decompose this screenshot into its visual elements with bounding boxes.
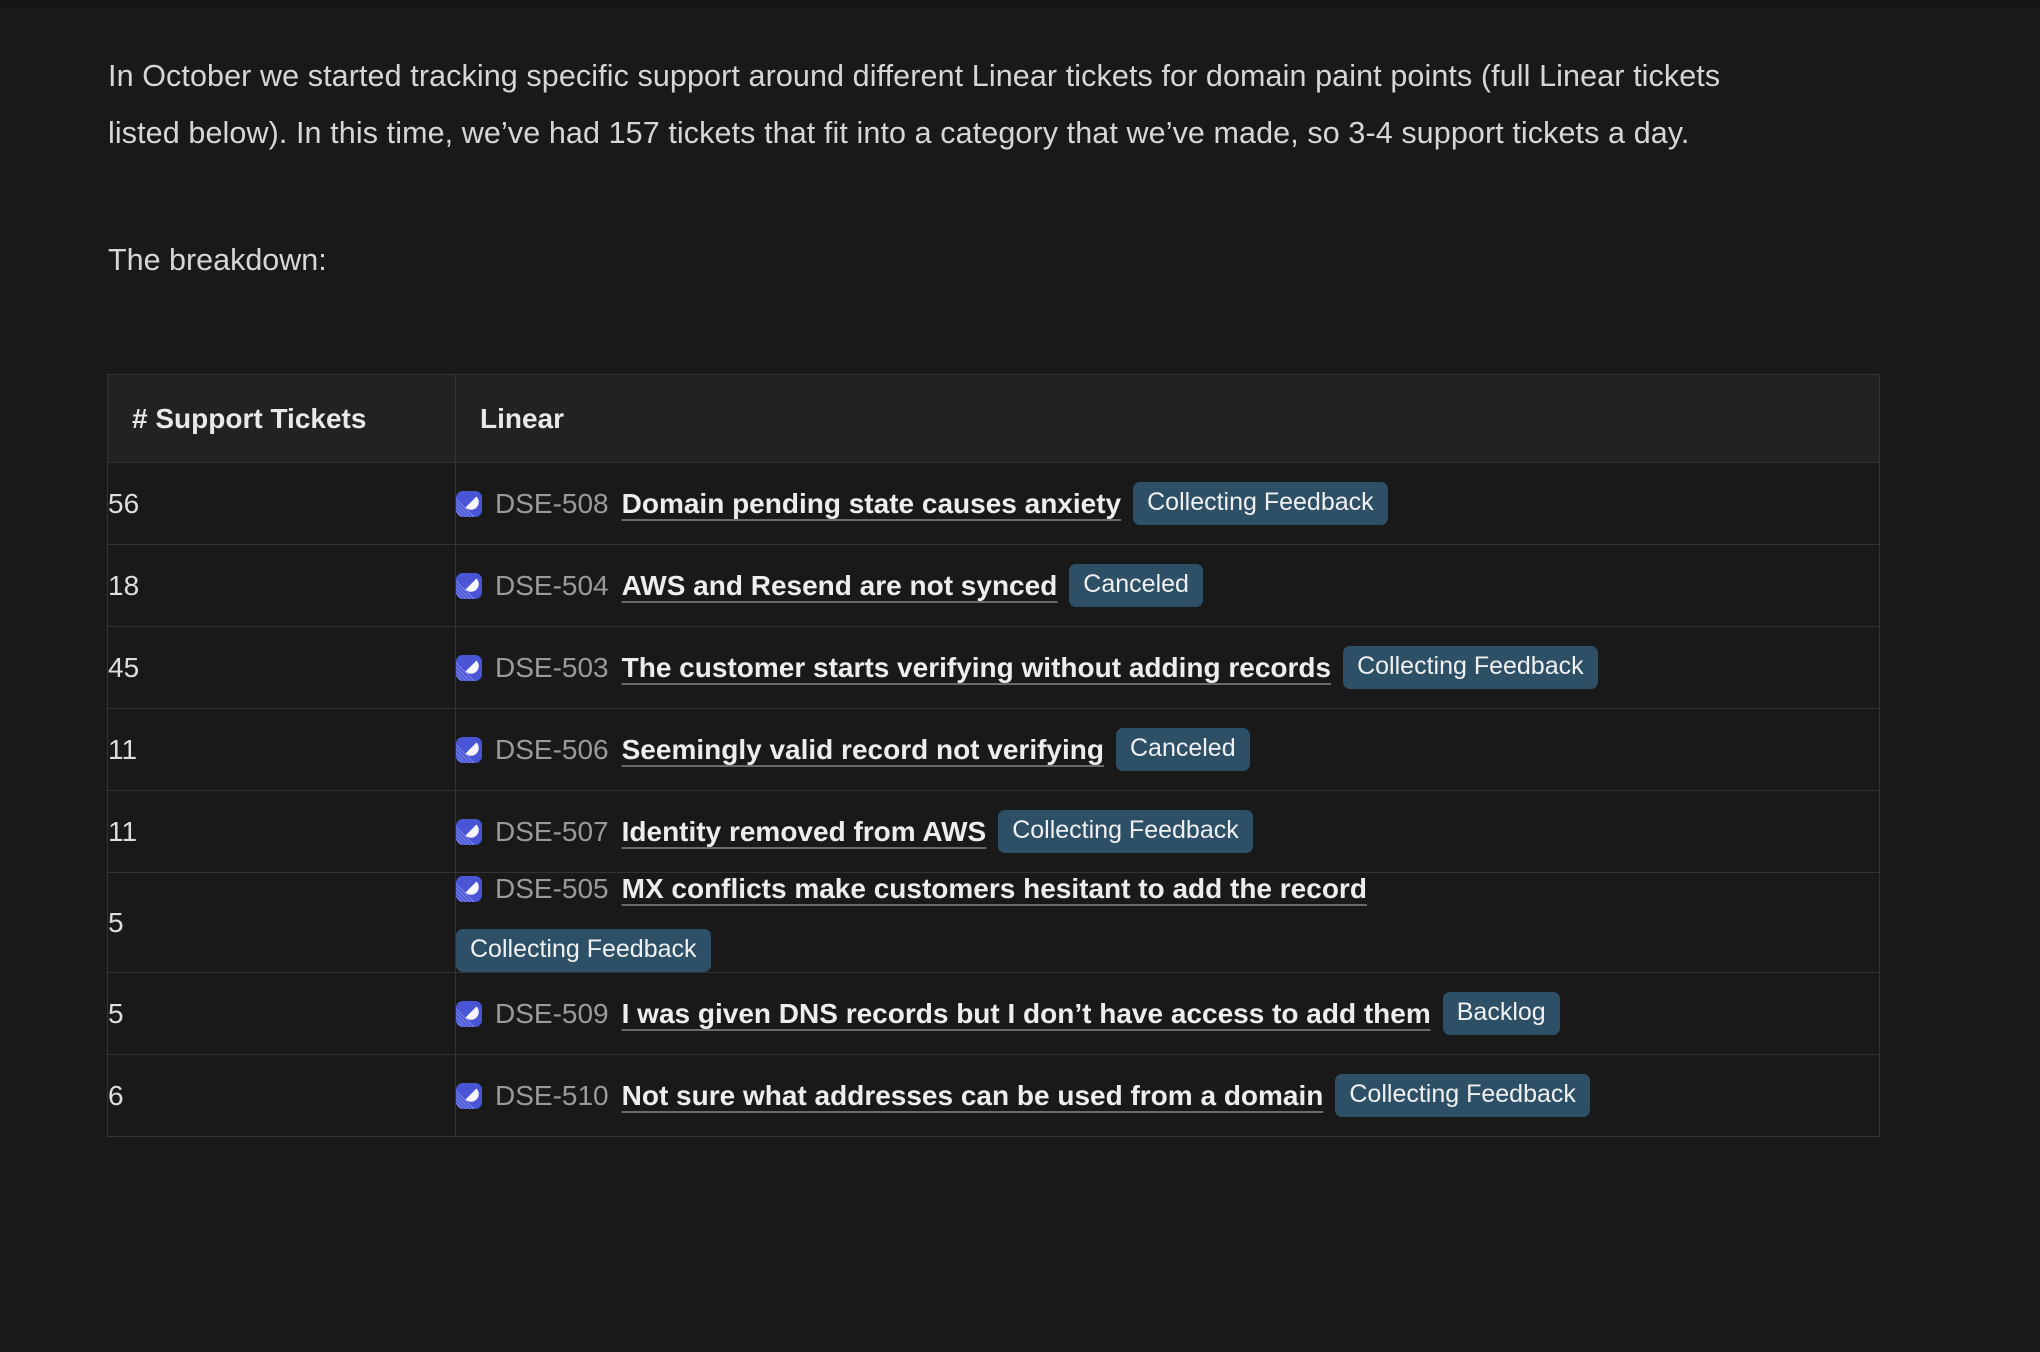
ticket-line: DSE-508 Domain pending state causes anxie… xyxy=(456,482,1879,525)
support-ticket-count: 11 xyxy=(107,790,456,873)
table-row: 6 DSE-510 Not sure what addresses can be u… xyxy=(107,1054,1880,1137)
status-badge: Canceled xyxy=(1115,728,1250,771)
support-ticket-count: 45 xyxy=(107,626,456,709)
table-row: 56 DSE-508 Domain pending state causes anx… xyxy=(107,462,1880,545)
ticket-link[interactable]: DSE-509 I was given DNS records but I don… xyxy=(456,998,1431,1030)
linear-table-wrapper: # Support Tickets Linear 56 DSE-508 Domain… xyxy=(107,374,1880,1137)
support-ticket-count: 56 xyxy=(107,462,456,545)
linear-icon xyxy=(456,572,482,599)
table-header-row: # Support Tickets Linear xyxy=(107,374,1880,463)
ticket-link[interactable]: DSE-503 The customer starts verifying wit… xyxy=(456,652,1331,684)
table-row: 5 DSE-505 MX conflicts make customers hesi… xyxy=(107,872,1880,973)
linear-icon xyxy=(456,736,482,763)
ticket-link[interactable]: DSE-507 Identity removed from AWS xyxy=(456,816,986,848)
linear-ticket-cell: DSE-503 The customer starts verifying wit… xyxy=(455,626,1880,709)
table-row: 45 DSE-503 The customer starts verifying w… xyxy=(107,626,1880,709)
ticket-id: DSE-508 xyxy=(495,487,609,519)
ticket-title: I was given DNS records but I don’t have… xyxy=(621,997,1431,1029)
linear-ticket-cell: DSE-507 Identity removed from AWS Collecti… xyxy=(455,790,1880,873)
ticket-link[interactable]: DSE-506 Seemingly valid record not verify… xyxy=(456,734,1104,766)
table-spacer xyxy=(0,282,2040,374)
ticket-title: Domain pending state causes anxiety xyxy=(621,487,1122,519)
status-badge: Backlog xyxy=(1442,992,1560,1035)
linear-icon xyxy=(456,654,482,681)
table-body: 56 DSE-508 Domain pending state causes anx… xyxy=(107,462,1880,1137)
column-header-linear: Linear xyxy=(455,374,1880,463)
top-strip xyxy=(0,0,2040,8)
support-ticket-count: 11 xyxy=(107,708,456,791)
linear-icon xyxy=(456,1082,482,1109)
prose-block: In October we started tracking specific … xyxy=(108,48,1768,282)
status-badge: Collecting Feedback xyxy=(998,810,1253,853)
status-badge: Collecting Feedback xyxy=(456,929,711,972)
ticket-id: DSE-505 xyxy=(495,873,609,904)
ticket-link[interactable]: DSE-505 MX conflicts make customers hesit… xyxy=(456,873,1367,905)
table-row: 18 DSE-504 AWS and Resend are not synced Ca… xyxy=(107,544,1880,627)
linear-icon xyxy=(456,1000,482,1027)
support-ticket-count: 5 xyxy=(107,972,456,1055)
ticket-title: Seemingly valid record not verifying xyxy=(621,733,1104,765)
ticket-line: DSE-503 The customer starts verifying wit… xyxy=(456,646,1879,689)
paragraph-spacer xyxy=(108,162,1768,238)
ticket-line: DSE-505 MX conflicts make customers hesit… xyxy=(456,873,1879,972)
ticket-title: AWS and Resend are not synced xyxy=(621,569,1058,601)
table-row: 11 DSE-507 Identity removed from AWS Collec… xyxy=(107,790,1880,873)
ticket-title: The customer starts verifying without ad… xyxy=(621,651,1332,683)
linear-ticket-cell: DSE-505 MX conflicts make customers hesit… xyxy=(455,872,1880,973)
breakdown-label: The breakdown: xyxy=(108,243,327,277)
ticket-line: DSE-507 Identity removed from AWS Collecti… xyxy=(456,810,1879,853)
intro-paragraph: In October we started tracking specific … xyxy=(108,59,1721,150)
status-badge: Collecting Feedback xyxy=(1335,1074,1590,1117)
table-row: 11 DSE-506 Seemingly valid record not veri… xyxy=(107,708,1880,791)
ticket-id: DSE-510 xyxy=(495,1079,609,1111)
linear-ticket-cell: DSE-509 I was given DNS records but I don… xyxy=(455,972,1880,1055)
support-ticket-count: 6 xyxy=(107,1054,456,1137)
linear-icon xyxy=(456,876,482,902)
ticket-id: DSE-504 xyxy=(495,569,609,601)
status-badge: Collecting Feedback xyxy=(1343,646,1598,689)
linear-ticket-cell: DSE-506 Seemingly valid record not verify… xyxy=(455,708,1880,791)
support-ticket-count: 18 xyxy=(107,544,456,627)
ticket-title: Not sure what addresses can be used from… xyxy=(621,1079,1324,1111)
linear-ticket-cell: DSE-508 Domain pending state causes anxie… xyxy=(455,462,1880,545)
ticket-id: DSE-507 xyxy=(495,815,609,847)
ticket-link[interactable]: DSE-508 Domain pending state causes anxie… xyxy=(456,488,1121,520)
ticket-line: DSE-504 AWS and Resend are not synced Canc… xyxy=(456,564,1879,607)
ticket-line: DSE-509 I was given DNS records but I don… xyxy=(456,992,1879,1035)
ticket-id: DSE-509 xyxy=(495,997,609,1029)
ticket-id: DSE-506 xyxy=(495,733,609,765)
ticket-line: DSE-510 Not sure what addresses can be us… xyxy=(456,1074,1879,1117)
linear-ticket-cell: DSE-504 AWS and Resend are not synced Canc… xyxy=(455,544,1880,627)
table-row: 5 DSE-509 I was given DNS records but I do… xyxy=(107,972,1880,1055)
status-badge: Collecting Feedback xyxy=(1133,482,1388,525)
ticket-link[interactable]: DSE-510 Not sure what addresses can be us… xyxy=(456,1080,1323,1112)
table-head: # Support Tickets Linear xyxy=(107,374,1880,463)
linear-ticket-cell: DSE-510 Not sure what addresses can be us… xyxy=(456,1055,1880,1137)
column-header-support-tickets: # Support Tickets xyxy=(107,374,456,463)
support-ticket-count: 5 xyxy=(107,872,456,973)
ticket-title: Identity removed from AWS xyxy=(621,815,987,847)
linear-tickets-table: # Support Tickets Linear 56 DSE-508 Domain… xyxy=(107,374,1880,1137)
ticket-id: DSE-503 xyxy=(495,651,609,683)
status-badge: Canceled xyxy=(1069,564,1203,607)
linear-icon xyxy=(456,818,482,845)
linear-icon xyxy=(456,490,482,517)
ticket-title: MX conflicts make customers hesitant to … xyxy=(621,873,1367,904)
ticket-link[interactable]: DSE-504 AWS and Resend are not synced xyxy=(456,570,1057,602)
ticket-line: DSE-506 Seemingly valid record not verify… xyxy=(456,728,1879,771)
